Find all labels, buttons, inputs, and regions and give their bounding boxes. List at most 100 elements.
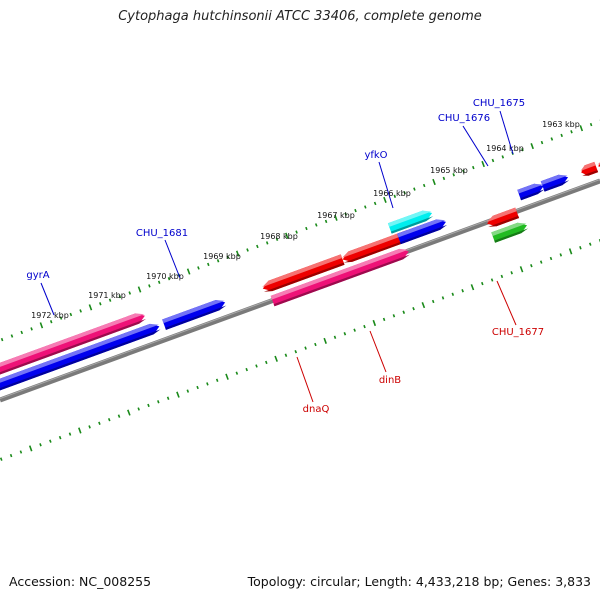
scale-tick-upper — [108, 298, 112, 302]
scale-tick-lower — [323, 337, 327, 344]
gene-label: gyrA — [26, 270, 49, 281]
scale-tick-lower — [588, 242, 592, 246]
scale-tick-lower — [157, 400, 160, 404]
scale-tick-upper — [207, 262, 210, 267]
scale-tick-upper — [137, 286, 142, 293]
scale-tick-upper — [570, 130, 573, 134]
gene-arrow-highlight — [517, 183, 544, 194]
scale-tick-upper — [265, 241, 269, 245]
scale-tick-lower — [0, 457, 3, 461]
scale-tick-upper — [314, 223, 318, 227]
scale-tick-lower — [284, 353, 288, 357]
gene-arrow-body — [397, 219, 446, 245]
scale-tick-upper — [579, 125, 584, 132]
scale-tick-lower — [166, 396, 170, 400]
scale-tick-lower — [441, 296, 445, 300]
scale-tick-upper — [118, 294, 122, 299]
scale-tick-lower — [147, 403, 150, 408]
gene-arrow-highlight — [387, 210, 432, 227]
scale-tick-lower — [470, 284, 475, 291]
gene-label: dinB — [379, 375, 401, 386]
gene-label-leader — [296, 356, 314, 403]
gene-arrow-body — [270, 248, 409, 307]
scale-tick-upper — [373, 201, 377, 206]
accession-text: Accession: NC_008255 — [9, 574, 152, 589]
scale-tick-upper — [20, 330, 24, 335]
scale-tick-upper — [246, 248, 249, 252]
gene-arrow-highlight — [486, 207, 517, 223]
scale-tick-lower — [353, 328, 356, 332]
gene-label: yfkO — [364, 150, 387, 161]
scale-tick-lower — [9, 453, 13, 458]
scale-tick-lower — [421, 302, 426, 309]
scale-tick-upper — [383, 196, 387, 203]
kbp-tick-label: 1966 kbp — [373, 189, 411, 198]
scale-tick-lower — [294, 350, 298, 354]
gene-label: CHU_1675 — [473, 98, 525, 109]
scale-tick-upper — [550, 137, 554, 141]
scale-tick-upper — [452, 173, 455, 177]
scale-tick-upper — [49, 320, 53, 324]
gene-arrow-shadow — [165, 305, 227, 330]
gene-label-leader — [369, 330, 387, 373]
gene-arrow — [0, 313, 147, 381]
gene-arrow-highlight — [162, 299, 225, 324]
scale-tick-lower — [265, 360, 268, 365]
gene-arrow-shadow — [273, 254, 410, 307]
scale-tick-upper — [128, 291, 132, 295]
scale-tick-upper — [560, 133, 563, 138]
scale-tick-upper — [481, 160, 485, 168]
scale-tick-lower — [539, 260, 543, 264]
kbp-tick-label: 1969 kbp — [203, 252, 241, 261]
scale-tick-upper — [167, 277, 171, 281]
scale-tick-upper — [226, 255, 230, 259]
kbp-tick-label: 1967 kbp — [317, 211, 355, 220]
gene-arrow-highlight — [397, 219, 446, 238]
scale-tick-lower — [235, 371, 239, 375]
scale-tick-lower — [559, 253, 563, 257]
gene-arrow-shadow — [520, 189, 545, 201]
scale-tick-upper — [334, 214, 338, 221]
scale-tick-upper — [186, 268, 191, 275]
gene-arrow-shadow — [488, 215, 520, 227]
scale-tick-lower — [39, 443, 42, 447]
gene-arrow-body — [491, 222, 528, 243]
map-title: Cytophaga hutchinsonii ATCC 33406, compl… — [118, 9, 482, 24]
scale-tick-lower — [549, 256, 553, 261]
scale-tick-lower — [245, 367, 248, 372]
gene-arrow — [0, 323, 161, 395]
scale-tick-upper — [256, 244, 259, 249]
gene-arrow-body — [0, 313, 145, 381]
scale-tick-lower — [481, 281, 484, 286]
kbp-tick-label: 1970 kbp — [146, 272, 184, 281]
scale-tick-upper — [422, 183, 426, 188]
scale-tick-upper — [472, 165, 475, 170]
gene-arrow — [270, 248, 410, 307]
scale-tick-upper — [462, 169, 465, 173]
gene-arrow-highlight — [342, 230, 408, 258]
scale-tick-lower — [186, 389, 190, 393]
gene-label: CHU_1677 — [492, 327, 544, 338]
gene-arrow-body — [387, 210, 433, 234]
scale-tick-upper — [305, 226, 308, 231]
scale-tick-lower — [392, 314, 396, 318]
scale-tick-lower — [255, 364, 258, 368]
gene-arrow-shadow — [0, 329, 161, 395]
gene-arrow — [397, 219, 448, 245]
gene-arrow-shadow — [494, 228, 529, 243]
topology-summary-text: Topology: circular; Length: 4,433,218 bp… — [247, 574, 591, 589]
scale-tick-lower — [343, 332, 347, 336]
scale-tick-upper — [403, 191, 406, 195]
gene-arrow-shadow — [543, 180, 570, 192]
scale-tick-upper — [491, 158, 495, 163]
scale-tick-lower — [107, 418, 111, 422]
scale-tick-upper — [521, 148, 524, 152]
scale-tick-upper — [88, 304, 93, 311]
gene-arrow — [162, 299, 227, 330]
gene-arrow-highlight — [580, 161, 596, 171]
scale-tick-upper — [589, 122, 593, 127]
gene-arrow — [597, 150, 600, 170]
scale-tick-lower — [98, 421, 101, 425]
scale-tick-upper — [324, 219, 328, 224]
scale-tick-lower — [58, 435, 62, 440]
